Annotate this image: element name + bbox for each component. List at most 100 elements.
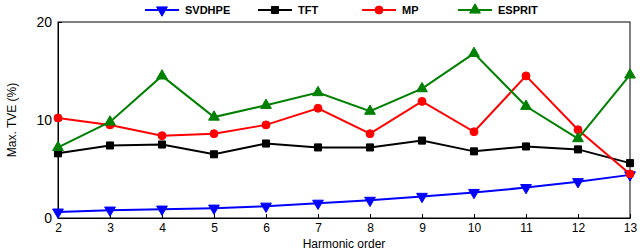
x-tick: 11 [520, 214, 533, 235]
x-tick-mark [370, 214, 371, 218]
series-marker [53, 141, 64, 150]
x-tick: 13 [624, 214, 638, 235]
series-marker [105, 116, 116, 125]
series-marker [522, 72, 530, 80]
legend-marker [375, 6, 383, 14]
legend-label: ESPRIT [498, 4, 538, 16]
x-tick-label: 12 [572, 221, 586, 235]
x-tick-mark [526, 214, 527, 218]
y-tick-label: 20 [36, 14, 52, 30]
x-tick-label: 11 [520, 221, 533, 235]
y-tick-mark [58, 22, 62, 23]
x-tick-mark [318, 214, 319, 218]
x-tick: 5 [211, 214, 218, 235]
x-tick: 6 [263, 214, 270, 235]
series-marker [157, 70, 168, 79]
y-axis-title: Max. TVE (%) [5, 83, 19, 157]
series-marker [209, 111, 220, 120]
plot-frame [58, 22, 630, 218]
x-tick-label: 2 [55, 221, 62, 235]
x-tick: 4 [159, 214, 166, 235]
series-marker [106, 142, 113, 149]
legend-marker [470, 4, 481, 13]
series-marker [313, 200, 324, 209]
series-marker [209, 205, 220, 214]
series-marker [54, 114, 62, 122]
x-tick-label: 7 [315, 221, 322, 235]
x-axis-line [59, 218, 631, 219]
legend-label: SVDHPE [185, 4, 230, 16]
x-tick: 7 [315, 214, 322, 235]
series-marker [417, 193, 428, 202]
legend-label: TFT [298, 4, 318, 16]
series-marker [262, 121, 270, 129]
series-marker [418, 97, 426, 105]
x-axis-title: Harmonic order [303, 237, 386, 251]
x-tick-mark [630, 214, 631, 218]
series-marker [521, 100, 532, 109]
legend-label: MP [402, 4, 419, 16]
y-tick-label: 0 [44, 210, 52, 226]
x-tick-label: 8 [367, 221, 374, 235]
series-marker [261, 99, 272, 108]
legend: SVDHPE TFT MP ESPRIT [145, 4, 538, 16]
series-marker [314, 104, 322, 112]
series-marker [573, 132, 584, 141]
series-marker [626, 170, 634, 178]
y-tick: 20 [36, 14, 62, 30]
series-marker [314, 144, 321, 151]
x-tick: 3 [107, 214, 114, 235]
legend-item: ESPRIT [458, 4, 538, 16]
x-tick-mark [422, 214, 423, 218]
y-tick: 10 [36, 112, 62, 128]
series-line [58, 175, 630, 212]
series-marker [210, 130, 218, 138]
series-marker [418, 137, 425, 144]
x-tick: 12 [572, 214, 586, 235]
x-tick-mark [474, 214, 475, 218]
x-tick: 8 [367, 214, 374, 235]
series-marker [470, 148, 477, 155]
data-area [53, 47, 636, 218]
series-marker [53, 209, 64, 218]
series-marker [158, 141, 165, 148]
series-marker [521, 185, 532, 194]
series-marker [261, 203, 272, 212]
x-axis: 2 3 4 5 6 7 8 9 10 11 12 13 [55, 214, 637, 235]
legend-marker [157, 7, 168, 16]
series-marker [469, 47, 480, 56]
plot: 2 3 4 5 6 7 8 9 10 11 12 13 0 10 20 [36, 14, 637, 235]
series-marker [262, 140, 269, 147]
series-marker [522, 143, 529, 150]
y-axis: 0 10 20 [36, 14, 62, 226]
series-marker [574, 146, 581, 153]
series-line [58, 53, 630, 147]
x-tick-label: 6 [263, 221, 270, 235]
series-marker [365, 105, 376, 114]
series-marker [573, 179, 584, 188]
x-tick-label: 3 [107, 221, 114, 235]
series-marker [105, 207, 116, 216]
series-marker [158, 132, 166, 140]
series-marker [365, 197, 376, 206]
x-tick-label: 10 [468, 221, 482, 235]
x-tick-mark [266, 214, 267, 218]
series-marker [366, 130, 374, 138]
y-tick-label: 10 [36, 112, 52, 128]
chart: 2 3 4 5 6 7 8 9 10 11 12 13 0 10 20 Harmonic order Max. … [0, 0, 640, 251]
legend-item: SVDHPE [145, 4, 230, 16]
x-tick-label: 5 [211, 221, 218, 235]
series-marker [313, 86, 324, 95]
series-line [58, 76, 630, 174]
series-marker [210, 151, 217, 158]
x-tick: 9 [419, 214, 426, 235]
x-tick-label: 9 [419, 221, 426, 235]
legend-marker [271, 6, 278, 13]
series-marker [417, 82, 428, 91]
x-tick-mark [578, 214, 579, 218]
legend-item: MP [362, 4, 419, 16]
series-line [58, 141, 630, 164]
legend-item: TFT [258, 4, 318, 16]
series-marker [625, 69, 636, 78]
series-marker [470, 128, 478, 136]
